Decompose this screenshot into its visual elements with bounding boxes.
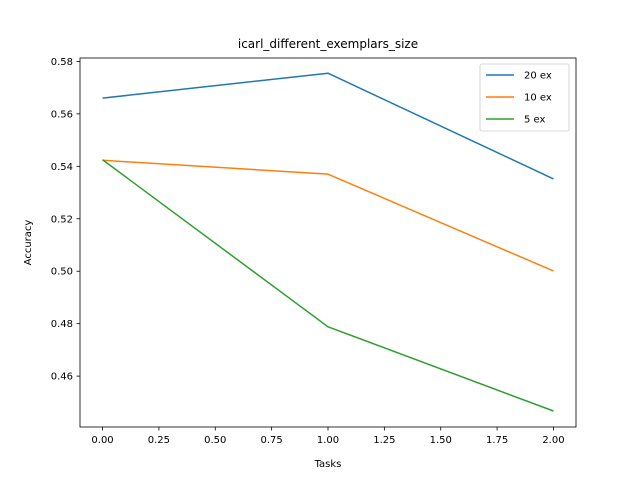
x-tick-label: 0.00 (91, 435, 113, 446)
legend-label-2: 5 ex (524, 115, 546, 126)
y-tick-label: 0.54 (51, 162, 73, 173)
legend-label-0: 20 ex (524, 71, 552, 82)
x-tick-label: 0.25 (148, 435, 170, 446)
x-axis-title: Tasks (314, 459, 342, 470)
y-tick-label: 0.48 (51, 319, 73, 330)
y-tick-label: 0.46 (51, 372, 73, 383)
x-tick-label: 1.50 (430, 435, 452, 446)
series-layer (102, 72, 554, 412)
x-tick-label: 1.00 (317, 435, 339, 446)
legend-frame (479, 63, 570, 132)
legend-label-1: 10 ex (524, 93, 552, 104)
x-tick-label: 0.75 (261, 435, 283, 446)
legend: 20 ex 10 ex 5 ex (479, 63, 570, 132)
x-tick-label: 1.75 (486, 435, 508, 446)
y-tick-label: 0.58 (51, 57, 73, 68)
chart-title: icarl_different_exemplars_size (238, 37, 418, 51)
x-tick-label: 0.50 (204, 435, 226, 446)
x-axis-ticks: 0.00 0.25 0.50 0.75 1.00 1.25 1.50 1.75 2.00 (91, 427, 565, 446)
series-line-0 (102, 72, 554, 180)
x-tick-label: 2.00 (542, 435, 564, 446)
plot-area-frame (79, 57, 577, 428)
y-axis-title: Accuracy (23, 220, 34, 266)
y-tick-label: 0.50 (51, 267, 73, 278)
series-line-2 (102, 159, 554, 412)
y-tick-label: 0.52 (51, 214, 73, 225)
y-tick-label: 0.56 (51, 109, 73, 120)
x-tick-label: 1.25 (373, 435, 395, 446)
series-line-1 (102, 159, 554, 272)
y-axis-ticks: 0.46 0.48 0.50 0.52 0.54 0.56 0.58 (51, 57, 80, 383)
